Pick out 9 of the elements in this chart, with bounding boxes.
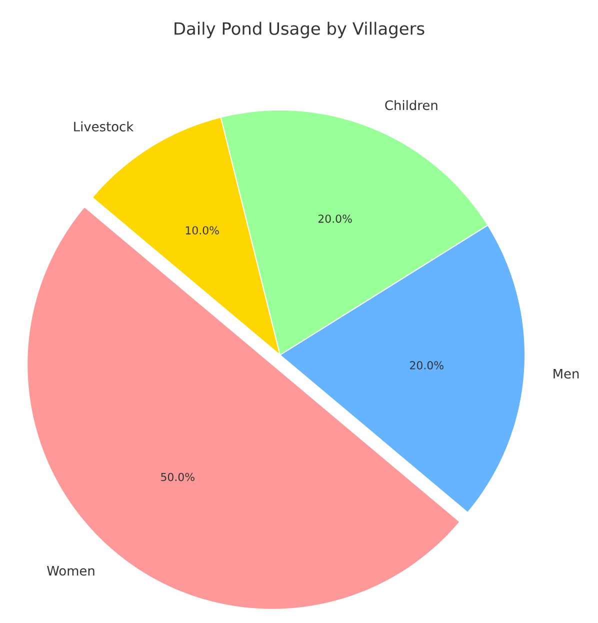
data-label: 50.0% <box>161 472 194 482</box>
slice-label: Children <box>385 100 438 110</box>
slice-label: Men <box>554 368 579 379</box>
data-label: 20.0% <box>410 361 444 370</box>
chart-title: Daily Pond Usage by Villagers <box>174 22 424 38</box>
data-label: 10.0% <box>186 226 219 234</box>
data-label: 20.0% <box>318 214 352 223</box>
slice-label: Women <box>47 566 94 576</box>
slice-label: Livestock <box>74 121 134 132</box>
